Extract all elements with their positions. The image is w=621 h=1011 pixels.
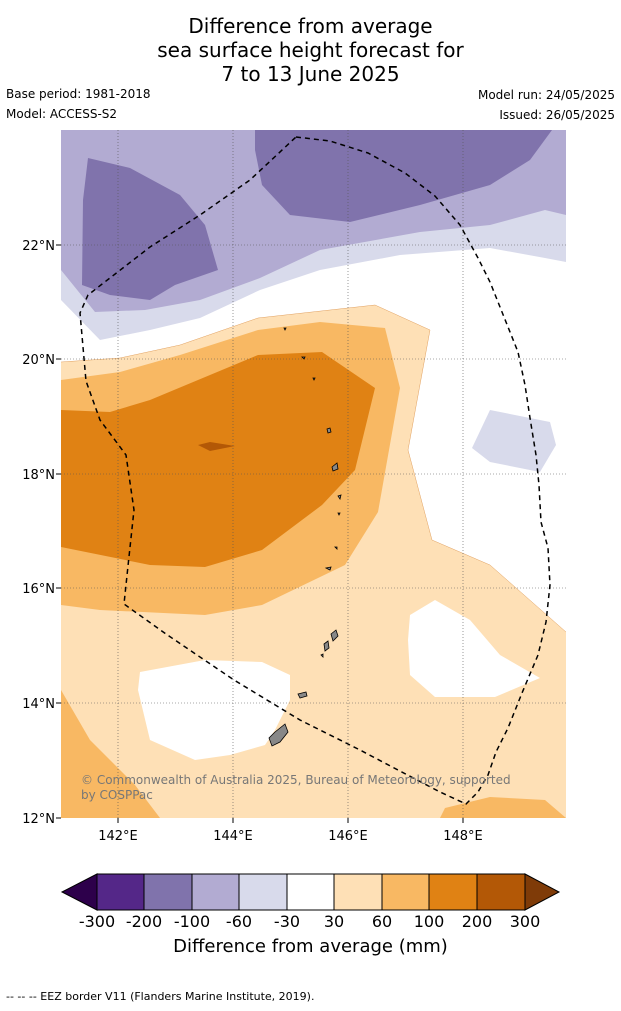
neutral-pocket-west: [138, 660, 290, 760]
contour-minus100-minus200-northeast: [255, 130, 552, 222]
colorbar-label-3: -100: [173, 912, 211, 931]
lat-ticks: [56, 244, 61, 819]
colorbar-arrow-low: [60, 873, 98, 911]
eez-border: [79, 136, 551, 805]
island-small-1: [320, 653, 324, 658]
colorbar-arrow-high: [524, 873, 561, 911]
colorbar-label-10: 300: [509, 912, 541, 931]
colorbar-bin-8: [428, 873, 478, 911]
colorbar-bin-1: [96, 873, 145, 911]
colorbar-label-5: -30: [273, 912, 301, 931]
lon-label-144: 144°E: [213, 829, 253, 844]
contour-60-100-south: [440, 797, 566, 818]
lon-label-142: 142°E: [98, 829, 138, 844]
colorbar-bin-4: [238, 873, 288, 911]
colorbar-label-4: -60: [225, 912, 253, 931]
island-alamagan: [334, 546, 338, 550]
map-area: © Commonwealth of Australia 2025, Bureau…: [61, 130, 566, 818]
colorbar-bin-9: [476, 873, 526, 911]
graticule: [61, 130, 566, 818]
lat-label-16: 16°N: [22, 582, 55, 597]
colorbar-label-7: 60: [371, 912, 393, 931]
island-north: [283, 327, 287, 331]
island-asuncion: [326, 427, 332, 434]
colorbar-bin-5: [286, 873, 335, 911]
contour-100-200: [61, 352, 375, 567]
colorbar-title: Difference from average (mm): [173, 936, 448, 957]
island-rota: [297, 691, 308, 699]
lon-ticks: [117, 818, 464, 823]
contour-200-300-patch: [198, 442, 235, 451]
island-pagan: [337, 494, 342, 500]
island-agrihan: [331, 462, 339, 472]
lat-label-18: 18°N: [22, 468, 55, 483]
island-tinian: [323, 640, 330, 652]
model-text: Model: ACCESS-S2: [6, 107, 118, 121]
title-line-2: sea surface height forecast for: [157, 38, 464, 62]
island-saipan: [330, 629, 339, 642]
contour-line-30: [61, 304, 566, 633]
colorbar-label-6: 30: [323, 912, 345, 931]
model-run-text: Model run: 24/05/2025: [477, 88, 615, 102]
colorbar-label-8: 100: [413, 912, 445, 931]
lat-label-12: 12°N: [22, 812, 55, 827]
neutral-pocket-east: [408, 600, 540, 697]
colorbar-bin-2: [143, 873, 193, 911]
lat-label-20: 20°N: [22, 353, 55, 368]
lon-label-148: 148°E: [443, 829, 483, 844]
copyright-line-2: by COSPPac: [81, 788, 153, 802]
colorbar-label-2: -200: [125, 912, 163, 931]
colorbar-bin-3: [191, 873, 240, 911]
base-period-text: Base period: 1981-2018: [6, 87, 151, 101]
island-small-2: [337, 512, 341, 516]
chart-title: Difference from average sea surface heig…: [0, 14, 621, 86]
contour-minus100-minus200-west: [82, 158, 218, 300]
island-anatahan: [324, 566, 332, 571]
issued-text: Issued: 26/05/2025: [499, 108, 615, 122]
lon-label-146: 146°E: [328, 829, 368, 844]
island-uracas: [301, 356, 306, 360]
colorbar-bin-7: [381, 873, 430, 911]
contour-60-100-southwest: [61, 690, 160, 818]
footer-legend: -- -- -- EEZ border V11 (Flanders Marine…: [6, 990, 315, 1003]
lat-label-14: 14°N: [22, 697, 55, 712]
colorbar-label-1: -300: [78, 912, 116, 931]
title-line-3: 7 to 13 June 2025: [221, 62, 400, 86]
copyright-line-1: © Commonwealth of Australia 2025, Bureau…: [81, 773, 511, 787]
colorbar-bin-6: [333, 873, 383, 911]
island-maug: [312, 377, 316, 381]
islands: [268, 327, 342, 747]
title-line-1: Difference from average: [188, 14, 433, 38]
island-guam: [268, 723, 289, 747]
colorbar-label-9: 200: [461, 912, 493, 931]
colorbar: [60, 873, 561, 911]
lat-label-22: 22°N: [22, 239, 55, 254]
contour-minus30-pocket: [472, 410, 556, 472]
